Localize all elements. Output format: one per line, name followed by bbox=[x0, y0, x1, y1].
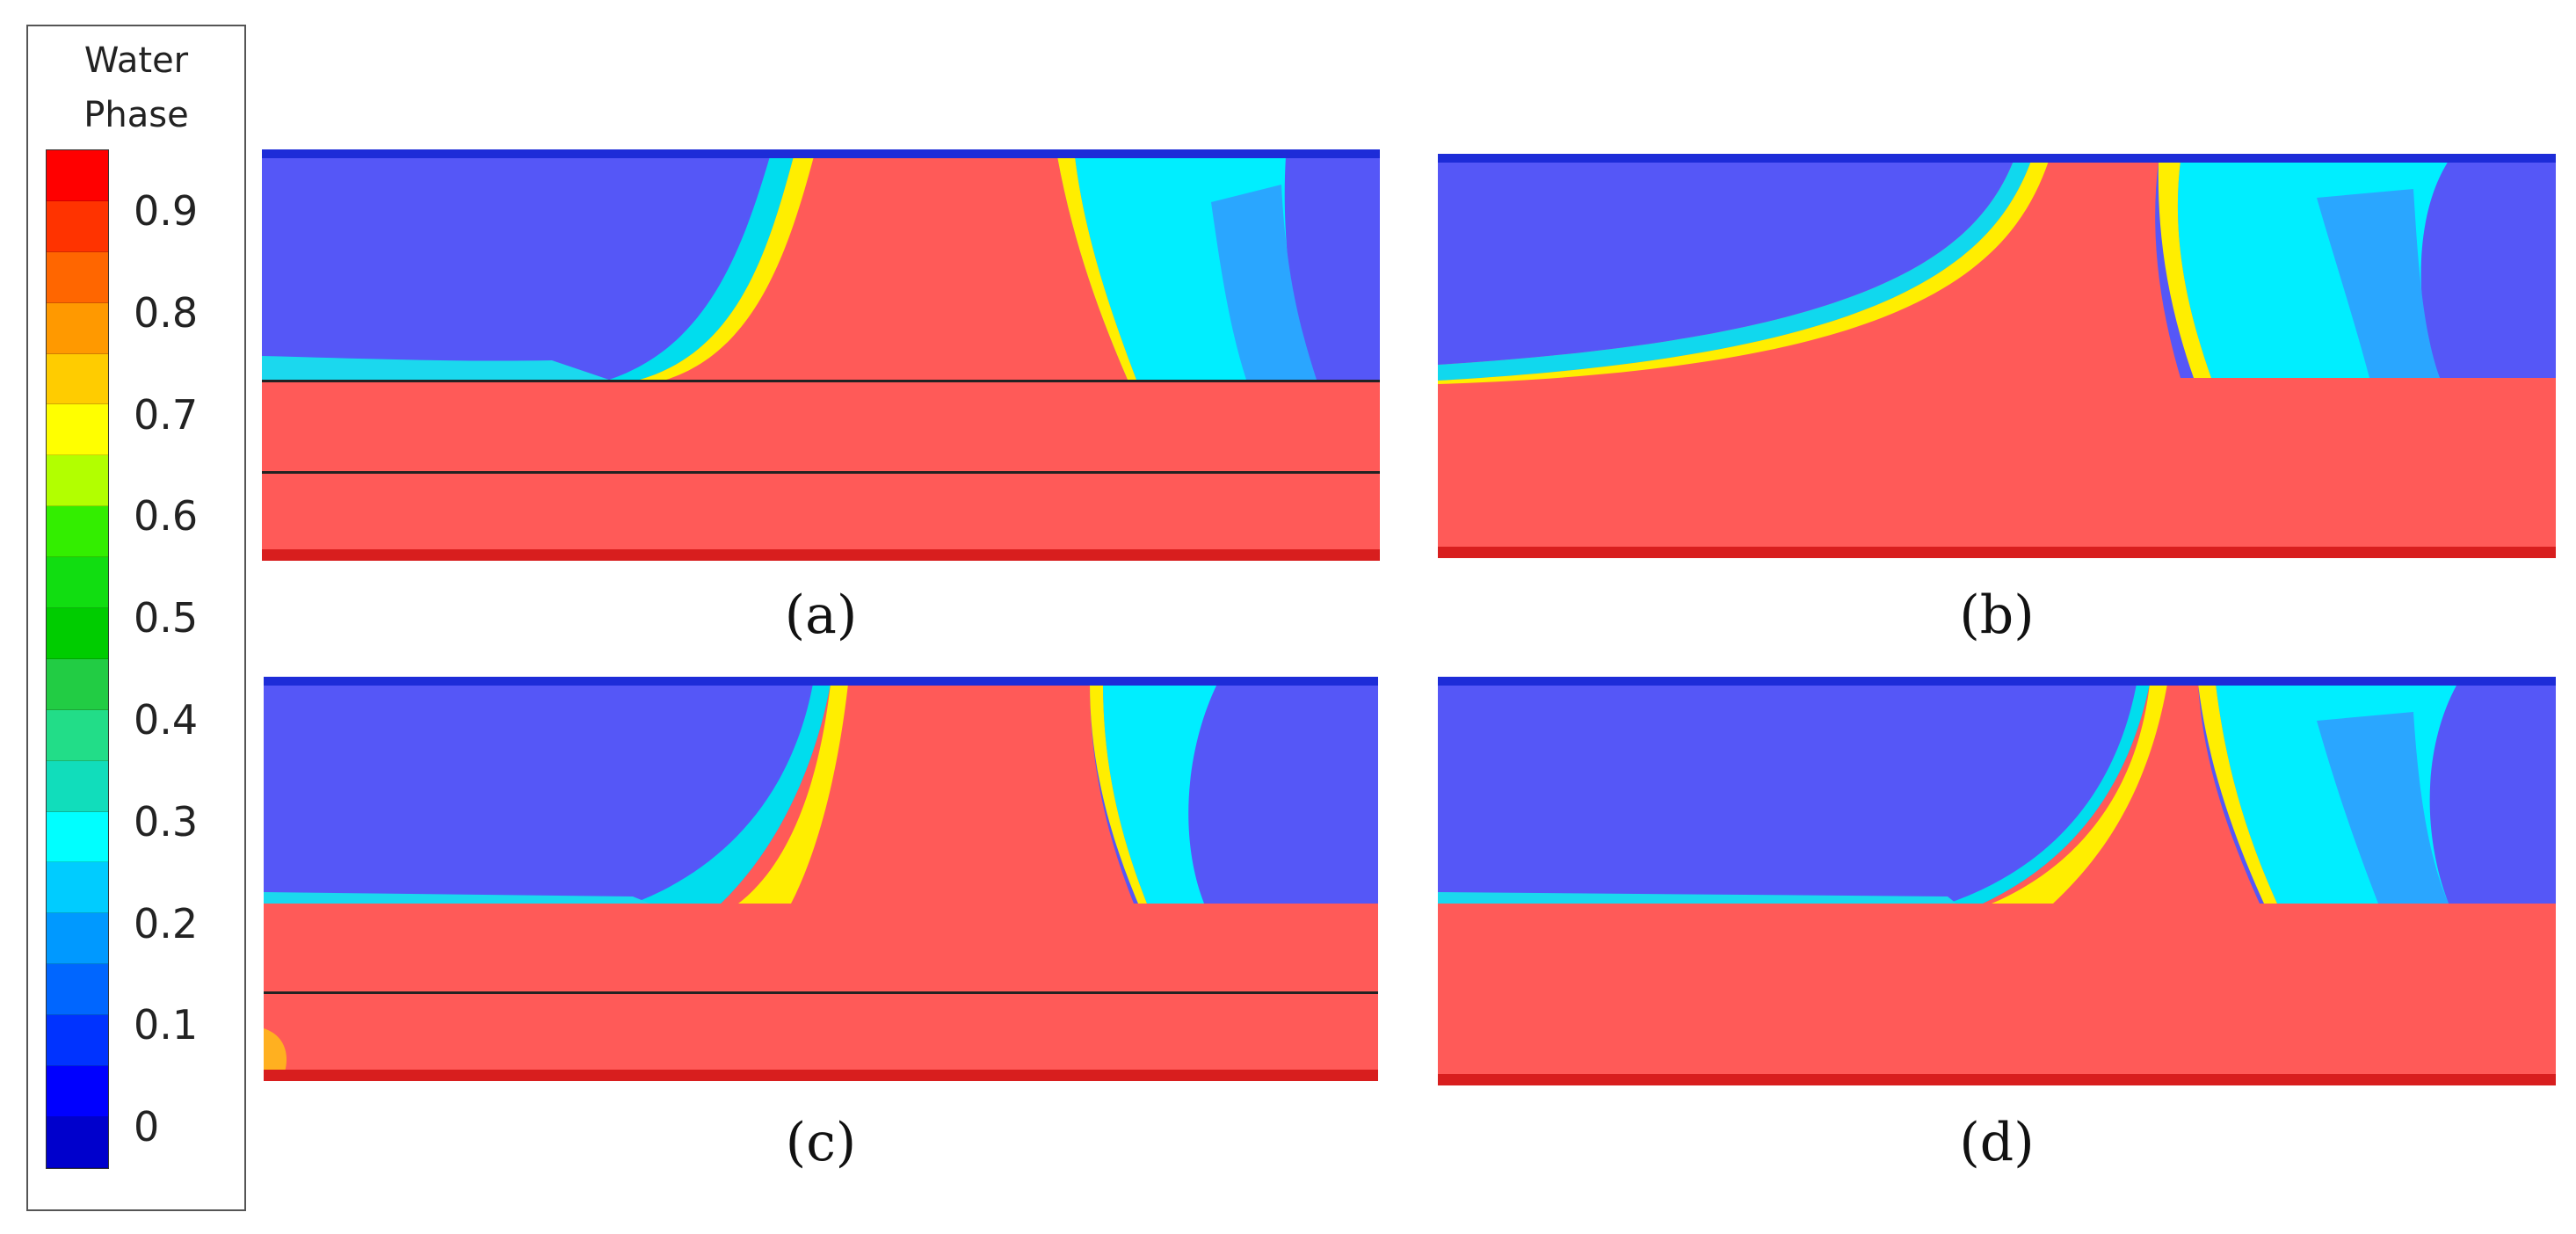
colorbar-segment bbox=[47, 251, 108, 303]
colorbar-segment bbox=[47, 913, 108, 965]
colorbar-tick-label: 0.8 bbox=[134, 288, 199, 337]
colorbar-segment bbox=[47, 506, 108, 558]
panel-a bbox=[262, 149, 1380, 561]
colorbar-segment bbox=[47, 658, 108, 710]
colorbar-tick-label: 0.5 bbox=[134, 594, 199, 642]
colorbar-segment bbox=[47, 608, 108, 659]
caption-b: (b) bbox=[1959, 584, 2035, 646]
colorbar-segment bbox=[47, 964, 108, 1016]
colorbar-segment bbox=[47, 302, 108, 354]
colorbar-tick-label: 0.1 bbox=[134, 1001, 199, 1049]
caption-d: (d) bbox=[1959, 1112, 2035, 1173]
colorbar-segment bbox=[47, 862, 108, 914]
panel-c bbox=[264, 677, 1378, 1081]
colorbar-segment bbox=[47, 404, 108, 456]
colorbar-segment bbox=[47, 1116, 108, 1168]
colorbar-segment bbox=[47, 1015, 108, 1067]
colorbar-tick-label: 0.4 bbox=[134, 695, 199, 744]
colorbar-segment bbox=[47, 811, 108, 863]
colorbar-tick-label: 0.9 bbox=[134, 186, 199, 235]
panel-d bbox=[1438, 677, 2556, 1085]
colorbar-tick-label: 0.2 bbox=[134, 899, 199, 947]
colorbar-segment bbox=[47, 150, 108, 201]
colorbar-tick-label: 0 bbox=[134, 1103, 160, 1151]
legend-title: Water Phase bbox=[83, 40, 189, 135]
colorbar-segment bbox=[47, 557, 108, 609]
contour-plot-d bbox=[1438, 677, 2556, 1085]
colorbar bbox=[46, 149, 109, 1169]
legend: Water Phase 0.9 0.8 0.7 0.6 0.5 0.4 0.3 0.2 0.1 0 bbox=[26, 25, 246, 1211]
colorbar-tick-label: 0.3 bbox=[134, 797, 199, 846]
contour-plot-b bbox=[1438, 154, 2556, 558]
caption-a: (a) bbox=[784, 584, 858, 646]
panel-b bbox=[1438, 154, 2556, 558]
caption-c: (c) bbox=[785, 1112, 857, 1173]
colorbar-segment bbox=[47, 353, 108, 405]
colorbar-segment bbox=[47, 455, 108, 507]
colorbar-segment bbox=[47, 709, 108, 761]
colorbar-segment bbox=[47, 760, 108, 812]
colorbar-segment bbox=[47, 1066, 108, 1117]
colorbar-tick-label: 0.7 bbox=[134, 390, 199, 439]
contour-plot-a bbox=[262, 149, 1380, 561]
colorbar-tick-label: 0.6 bbox=[134, 492, 199, 541]
colorbar-segment bbox=[47, 200, 108, 252]
contour-plot-c bbox=[264, 677, 1378, 1081]
